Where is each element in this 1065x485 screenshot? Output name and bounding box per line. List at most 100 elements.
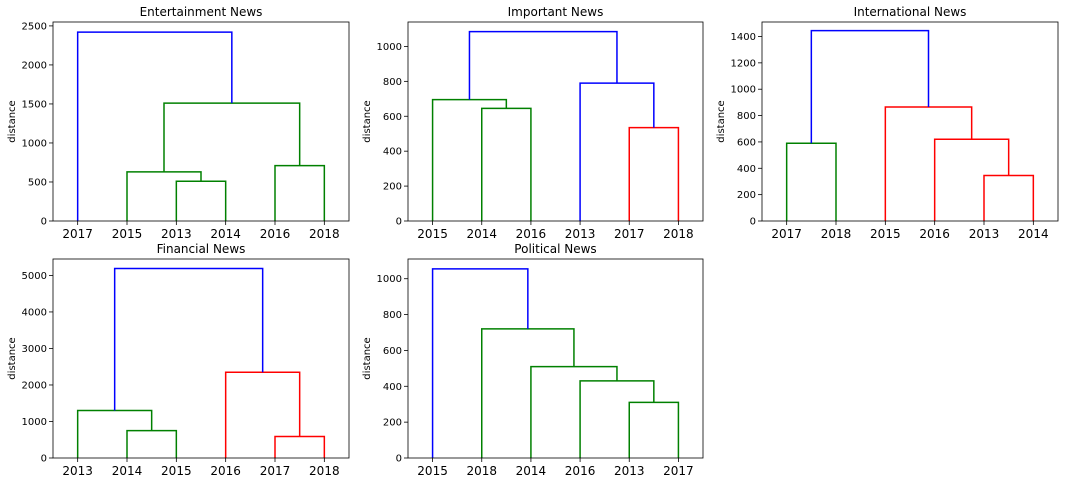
leaf-label: 2016 [260,227,291,241]
dendrogram-link [810,29,930,144]
y-tick-label: 5000 [22,271,47,282]
y-tick-label: 800 [737,111,756,122]
y-axis-label: distance [362,337,373,379]
leaf-label: 2016 [919,227,950,241]
dendrogram-link [933,138,1010,221]
chart-title: Political News [514,242,596,256]
leaf-label: 2014 [1018,227,1049,241]
leaf-label: 2013 [614,464,645,478]
y-tick-label: 0 [396,217,402,228]
leaf-label: 2017 [62,227,93,241]
y-axis-label: distance [716,100,727,142]
leaf-label: 2015 [870,227,901,241]
leaf-label: 2015 [417,227,448,241]
dendrogram-link [274,435,326,458]
plot-frame [52,21,350,222]
dendrogram-link [163,102,301,172]
leaf-label: 2018 [663,227,694,241]
leaf-label: 2015 [417,464,448,478]
dendrogram-link [468,30,618,100]
leaf-label: 2016 [210,464,241,478]
leaf-label: 2013 [62,464,93,478]
leaf-label: 2015 [161,464,192,478]
chart-panel-2: Important News distance 0 200 400 600 800 1000 2… [362,5,704,241]
dendrogram-link [76,409,153,458]
dendrogram-link [481,107,532,221]
y-tick-label: 500 [28,177,47,188]
y-tick-label: 800 [383,310,402,321]
y-tick-label: 1000 [731,85,756,96]
leaf-label: 2014 [516,464,547,478]
dendrogram-link [113,267,264,411]
y-tick-label: 1000 [377,42,402,53]
leaf-label: 2016 [565,464,596,478]
dendrogram-link [274,164,326,221]
dendrogram-link [175,180,227,221]
leaf-label: 2014 [112,464,143,478]
y-axis-label: distance [7,100,18,142]
y-tick-label: 2500 [22,21,47,32]
leaf-label: 2013 [161,227,192,241]
chart-title: Entertainment News [140,5,263,19]
dendrogram-link [628,126,680,221]
y-axis-label: distance [7,337,18,379]
y-tick-label: 200 [383,418,402,429]
dendrogram-link [530,365,618,458]
y-tick-label: 0 [41,217,47,228]
chart-panel-4: Financial News distance 0 1000 2000 3000 4000 5… [7,242,350,478]
y-tick-label: 1000 [377,274,402,285]
chart-panel-5: Political News distance 0 200 400 600 800 1000 2… [362,242,704,478]
plot-frame [407,258,704,459]
leaf-label: 2017 [614,227,645,241]
dendrogram-link [126,171,202,221]
leaf-label: 2014 [210,227,241,241]
plot-frame [407,21,704,222]
chart-title: Important News [508,5,604,19]
dendrogram-link [579,380,655,458]
dendrogram-link [884,106,973,221]
y-tick-label: 0 [396,454,402,465]
leaf-label: 2017 [771,227,802,241]
chart-panel-1: Entertainment News distance 0 500 1000 1500 20… [7,5,350,241]
y-tick-label: 1500 [22,99,47,110]
y-tick-label: 1200 [731,58,756,69]
y-tick-label: 400 [737,164,756,175]
dendrogram-link [579,82,655,221]
dendrogram-link [481,328,575,458]
chart-title: International News [854,5,967,19]
leaf-label: 2018 [309,227,340,241]
leaf-label: 2017 [663,464,694,478]
leaf-label: 2014 [466,227,497,241]
leaf-label: 2015 [112,227,143,241]
y-tick-label: 1400 [731,32,756,43]
y-tick-label: 2000 [22,60,47,71]
y-tick-label: 0 [41,454,47,465]
leaf-label: 2017 [260,464,291,478]
y-tick-label: 600 [383,346,402,357]
y-tick-label: 4000 [22,307,47,318]
chart-panel-3: International News distance 0 200 400 600 800 1… [716,5,1059,241]
dendrogram-link [126,429,178,458]
y-axis-label: distance [362,100,373,142]
leaf-label: 2013 [969,227,1000,241]
dendrogram-link [785,142,837,221]
leaf-label: 2016 [516,227,547,241]
dendrogram-link [224,371,301,458]
y-tick-label: 600 [383,112,402,123]
y-tick-label: 200 [737,190,756,201]
y-tick-label: 0 [750,217,756,228]
leaf-label: 2018 [466,464,497,478]
y-tick-label: 3000 [22,344,47,355]
y-tick-label: 2000 [22,380,47,391]
chart-title: Financial News [157,242,246,256]
y-tick-label: 1000 [22,138,47,149]
plot-frame [761,21,1059,222]
dendrogram-link [431,268,529,458]
y-tick-label: 400 [383,147,402,158]
dendrogram-link [431,98,508,221]
leaf-label: 2013 [565,227,596,241]
dendrogram-link [628,401,680,458]
dendrogram-link [983,174,1035,221]
y-tick-label: 800 [383,77,402,88]
